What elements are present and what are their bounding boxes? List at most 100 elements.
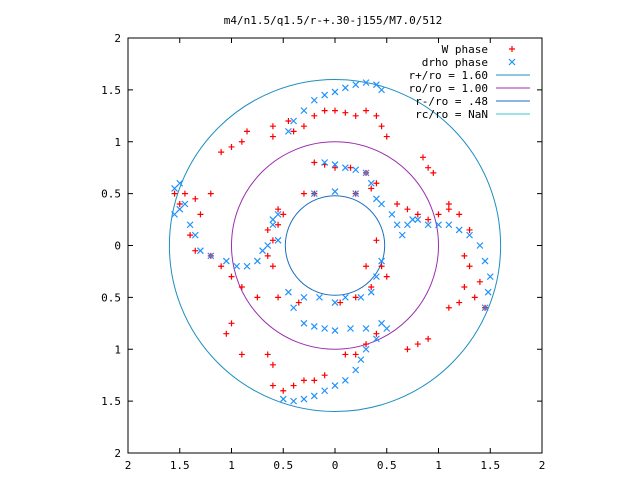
data-point [176,205,184,213]
data-point [445,206,452,213]
data-point [275,221,282,228]
data-point [311,377,318,384]
data-point [362,79,370,87]
data-point [378,200,385,208]
data-point [332,107,338,114]
axis-ticks: 2 1.5 1 0.5 0 0.5 1 1.5 221.510.500.511.52 [101,32,545,472]
data-point [362,325,370,332]
data-point [228,320,235,327]
y-tick-label: 1 [114,136,121,149]
data-point [300,293,308,301]
data-point [466,226,473,233]
data-point [414,341,421,348]
data-point [367,179,375,187]
data-point [461,284,468,290]
data-point [269,382,276,389]
data-point [466,231,473,239]
data-point [228,143,235,150]
data-point [300,190,307,197]
x-tick-label: 0.5 [273,459,293,472]
data-point [352,351,359,358]
data-point [300,395,308,403]
data-point [388,210,396,218]
data-point [269,123,276,130]
data-point [332,164,338,171]
data-point [430,169,437,176]
data-point [435,211,442,218]
data-point [321,372,328,379]
data-point [378,123,385,130]
data-point [290,304,298,312]
data-point [363,263,370,270]
data-point [171,190,178,197]
data-point [352,190,360,198]
data-point [207,252,215,260]
data-point [311,112,318,119]
data-point [409,216,417,223]
reference-circle [231,141,439,350]
data-point [352,112,359,119]
data-point [347,164,354,171]
data-point [404,221,411,229]
data-point [192,195,199,202]
reference-circle [168,79,502,412]
legend-label: r-/ro = .48 [415,95,488,108]
legend-label: r+/ro = 1.60 [409,69,488,82]
data-point [419,154,426,161]
data-point [290,382,297,389]
data-point [383,273,390,280]
data-point [192,247,199,254]
data-point [207,190,214,197]
data-point [476,242,484,249]
data-point [471,294,478,301]
data-point [254,294,261,301]
data-point [445,304,452,311]
data-point [362,345,370,353]
data-point [171,210,178,218]
data-point [481,304,489,312]
data-point [181,190,188,197]
data-point [368,284,375,290]
legend-marker [509,46,515,52]
data-point [425,335,432,342]
data-point [341,84,349,92]
data-point [243,262,251,270]
y-tick-label: 2 [114,447,121,460]
data-point [341,293,349,301]
data-point [181,200,189,208]
data-point [197,211,204,218]
data-point [378,257,385,265]
data-point [290,397,298,405]
data-point [321,91,329,99]
data-point [259,247,266,255]
data-point [253,257,261,265]
data-point [176,201,183,207]
data-point [445,201,452,207]
data-point [275,206,282,213]
data-point [481,257,489,265]
data-point [275,294,282,301]
data-point [373,112,380,119]
data-point [372,273,380,281]
data-point [321,107,328,114]
data-point [398,231,406,239]
data-point [321,325,329,332]
data-point [425,216,432,223]
legend-label: drho phase [422,56,488,69]
data-point [378,263,385,270]
y-tick-label: 2 [114,32,121,45]
data-point [414,211,421,218]
data-point [404,346,411,353]
data-point [445,221,453,229]
data-point [342,351,349,358]
data-point [378,319,385,327]
data-point [484,288,492,296]
data-point [238,284,245,290]
legend-label: ro/ro = 1.00 [409,82,488,95]
data-point [341,376,349,384]
data-point [233,262,241,270]
data-point [486,273,494,281]
data-point [321,159,329,166]
data-point [393,221,401,229]
